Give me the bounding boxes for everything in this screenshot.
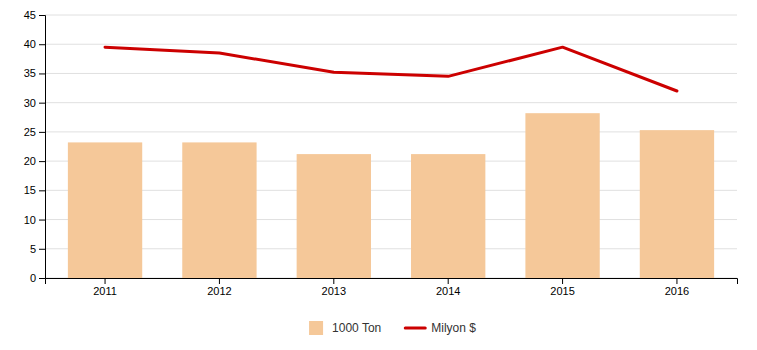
chart: 0510152025303540452011201220132014201520… [0,0,757,350]
y-tick: 30 [24,97,45,109]
y-tick-label: 40 [24,38,36,50]
bar [640,130,714,278]
grid-line [45,15,737,16]
y-tick-mark [39,103,45,104]
y-tick: 40 [24,38,45,50]
x-tick-mark [676,278,677,284]
y-axis-line [39,16,46,279]
y-tick-mark [39,190,45,191]
y-tick-label: 25 [24,126,36,138]
y-tick-label: 35 [24,67,36,79]
y-tick: 15 [24,184,45,196]
grid-line [45,131,737,132]
y-tick-label: 30 [24,97,36,109]
y-tick-mark [39,220,45,221]
legend-swatch [309,321,323,335]
x-tick-mark [562,278,563,284]
y-tick: 35 [24,67,45,79]
grid-line [45,102,737,103]
bar [525,113,599,278]
plot: 0510152025303540452011201220132014201520… [24,9,738,297]
y-tick-mark [39,161,45,162]
y-tick-mark [39,132,45,133]
x-tick: 2011 [93,278,117,297]
grid-line [45,219,737,220]
y-tick: 10 [24,214,45,226]
bar [68,142,142,278]
y-tick-mark [39,278,45,279]
x-tick: 2016 [665,278,689,297]
grid-line [45,44,737,45]
y-tick-label: 20 [24,155,36,167]
x-tick-mark [333,278,334,284]
x-tick-label: 2011 [93,285,117,297]
x-tick: 2012 [207,278,231,297]
bar [182,142,256,278]
x-axis-line [46,279,738,285]
x-tick: 2015 [550,278,574,297]
legend-label: Milyon $ [431,321,476,335]
y-tick-label: 45 [24,9,36,21]
y-tick-label: 0 [30,272,36,284]
bar-series [68,113,714,278]
grid [45,15,737,278]
y-tick-mark [39,249,45,250]
grid-line [45,161,737,162]
y-tick-mark [39,15,45,16]
legend-swatch [405,327,425,330]
y-tick: 0 [30,272,45,284]
y-tick-mark [39,44,45,45]
marks [68,47,714,278]
y-tick-label: 10 [24,214,36,226]
x-tick-label: 2012 [207,285,231,297]
x-tick: 2013 [322,278,346,297]
bar [411,154,485,278]
y-tick: 45 [24,9,45,21]
line [105,47,677,91]
y-tick-label: 5 [30,243,36,255]
x-tick-label: 2016 [665,285,689,297]
legend-label: 1000 Ton [332,321,381,335]
x-tick: 2014 [436,278,460,297]
legend: 1000 Ton Milyon $ [309,321,476,335]
x-tick-mark [219,278,220,284]
y-tick: 20 [24,155,45,167]
bar [297,154,371,278]
y-tick-label: 15 [24,184,36,196]
y-axis: 0 5 10 15 20 25 30 35 40 45 [24,9,46,284]
x-tick-label: 2014 [436,285,460,297]
y-tick: 25 [24,126,45,138]
x-axis: 2011 2012 2013 2014 2015 2016 [46,278,738,297]
y-tick: 5 [30,243,45,255]
legend-item: 1000 Ton [309,321,381,335]
x-tick-mark [448,278,449,284]
grid-line [45,248,737,249]
grid-line [45,190,737,191]
x-tick-label: 2013 [322,285,346,297]
x-tick-label: 2015 [550,285,574,297]
x-tick-mark [105,278,106,284]
legend-item: Milyon $ [405,321,476,335]
y-tick-mark [39,73,45,74]
